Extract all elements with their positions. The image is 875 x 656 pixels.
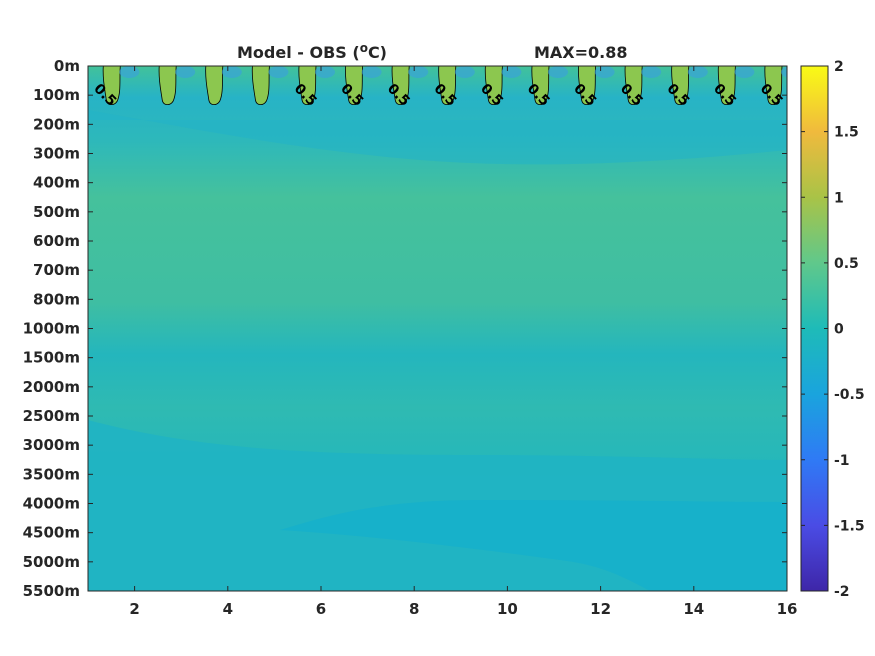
cool-spot xyxy=(315,66,336,78)
y-tick-label: 500m xyxy=(33,203,80,221)
colorbar-tick-label: -1 xyxy=(834,453,850,469)
upper-cool-region xyxy=(88,110,787,165)
x-tick-label: 4 xyxy=(223,600,233,618)
y-tick-label: 1000m xyxy=(23,320,80,338)
warm-lobe xyxy=(158,66,177,106)
warm-lobe xyxy=(438,66,457,106)
warm-lobe xyxy=(578,66,597,106)
warm-lobes xyxy=(102,66,787,106)
cool-spot xyxy=(687,66,708,78)
cool-spot xyxy=(361,66,382,78)
warm-lobe xyxy=(102,66,121,106)
colorbar-tick-label: 2 xyxy=(834,59,844,75)
x-tick-label: 8 xyxy=(409,600,419,618)
cool-spot xyxy=(548,66,569,78)
colorbar-tick-label: 0 xyxy=(834,322,844,338)
cool-spot xyxy=(268,66,289,78)
y-tick-label: 700m xyxy=(33,261,80,279)
warm-lobe xyxy=(251,66,270,106)
warm-lobe xyxy=(624,66,643,106)
colorbar-tick-label: -1.5 xyxy=(834,518,865,534)
y-tick-label: 4500m xyxy=(23,524,80,542)
warm-lobe xyxy=(531,66,550,106)
x-axis: 2 4 6 8 10 12 14 16 xyxy=(129,66,797,618)
warm-lobe xyxy=(345,66,364,106)
y-tick-label: 1500m xyxy=(23,349,80,367)
y-tick-label: 0m xyxy=(54,57,80,75)
abyssal-cool-region xyxy=(280,500,787,591)
colorbar-tick-label: 0.5 xyxy=(834,256,859,272)
y-tick-label: 100m xyxy=(33,86,80,104)
cool-spot xyxy=(221,66,242,78)
x-tick-label: 2 xyxy=(129,600,139,618)
cool-spot xyxy=(734,66,755,78)
cool-spot xyxy=(501,66,522,78)
y-tick-label: 2000m xyxy=(23,378,80,396)
warm-lobe xyxy=(205,66,224,106)
chart-title: Model - OBS (oC) xyxy=(237,41,387,62)
y-tick-label: 5500m xyxy=(23,582,80,600)
colorbar-tick-label: -2 xyxy=(834,584,850,600)
y-tick-label: 400m xyxy=(33,174,80,192)
cool-spot xyxy=(175,66,196,78)
y-tick-label: 800m xyxy=(33,290,80,308)
y-tick-label: 3000m xyxy=(23,436,80,454)
warm-lobe xyxy=(391,66,410,106)
cool-spot xyxy=(119,66,140,78)
y-axis: 0m 100m 200m 300m 400m 500m 600m 700m 800m 1000m 1… xyxy=(23,57,787,600)
x-tick-label: 10 xyxy=(497,600,518,618)
x-tick-label: 12 xyxy=(590,600,611,618)
y-tick-label: 600m xyxy=(33,232,80,250)
max-label: MAX=0.88 xyxy=(534,43,628,62)
cool-spot xyxy=(594,66,615,78)
cool-spot xyxy=(781,66,787,78)
y-tick-label: 5000m xyxy=(23,553,80,571)
colorbar-tick-label: 1 xyxy=(834,190,844,206)
cool-spot xyxy=(454,66,475,78)
y-tick-label: 4000m xyxy=(23,495,80,513)
colorbar-tick-label: -0.5 xyxy=(834,387,865,403)
y-tick-label: 300m xyxy=(33,145,80,163)
x-tick-label: 14 xyxy=(683,600,704,618)
warm-lobe xyxy=(484,66,503,106)
colorbar-tick-label: 1.5 xyxy=(834,125,859,141)
y-tick-label: 200m xyxy=(33,115,80,133)
x-tick-label: 16 xyxy=(777,600,798,618)
warm-lobe xyxy=(764,66,783,106)
x-tick-label: 6 xyxy=(316,600,326,618)
heatmap-area: 0.5 0.5 0.5 0.5 0.5 0.5 0.5 0.5 0.5 0.5 0.5 0.5 xyxy=(88,66,787,591)
cool-spot xyxy=(408,66,429,78)
colorbar xyxy=(800,65,829,592)
colorbar-ticks: 2 1.5 1 0.5 0 -0.5 -1 -1.5 -2 xyxy=(801,59,865,600)
y-tick-label: 2500m xyxy=(23,407,80,425)
warm-lobe xyxy=(671,66,690,106)
warm-lobe xyxy=(717,66,736,106)
cool-spot xyxy=(641,66,662,78)
warm-lobe xyxy=(298,66,317,106)
y-tick-label: 3500m xyxy=(23,465,80,483)
